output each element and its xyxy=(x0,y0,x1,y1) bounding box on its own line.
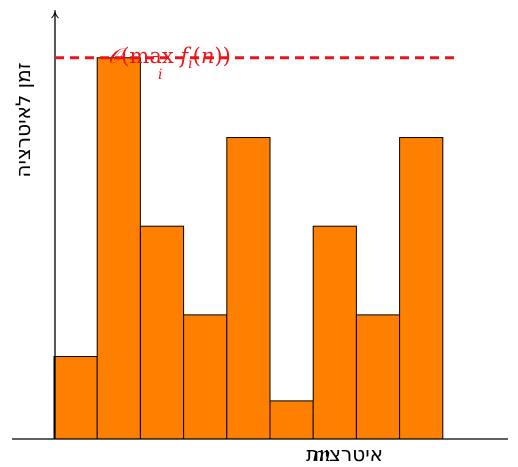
bar-1 xyxy=(53,356,98,440)
annotation-arg: ( xyxy=(193,44,201,68)
annotation-sub-i: i xyxy=(188,56,192,72)
bar-8 xyxy=(355,314,401,440)
bar-6 xyxy=(269,400,314,440)
annotation-f: f xyxy=(178,44,191,68)
bars-group xyxy=(53,57,444,440)
bar-2 xyxy=(96,57,141,440)
bar-7 xyxy=(312,225,357,440)
bar-3 xyxy=(139,225,185,440)
x-axis-variable: m xyxy=(312,442,331,466)
bar-4 xyxy=(183,314,228,440)
bar-9 xyxy=(399,137,444,440)
y-axis-arrowhead xyxy=(51,9,59,19)
annotation-n: n xyxy=(201,44,215,68)
annotation-max-subscript: i xyxy=(158,67,162,83)
annotation-paren-open: (max xyxy=(121,44,180,68)
x-axis-label: איטרציות xyxy=(306,442,383,466)
annotation-paren-close: )) xyxy=(214,44,230,68)
max-annotation: 𝒪(max fi(n)) xyxy=(108,44,231,72)
bar-5 xyxy=(226,137,271,440)
y-axis-label: זמן לאיטרציה xyxy=(11,62,35,177)
x-axis-label-group: איטרציות m xyxy=(306,442,383,466)
